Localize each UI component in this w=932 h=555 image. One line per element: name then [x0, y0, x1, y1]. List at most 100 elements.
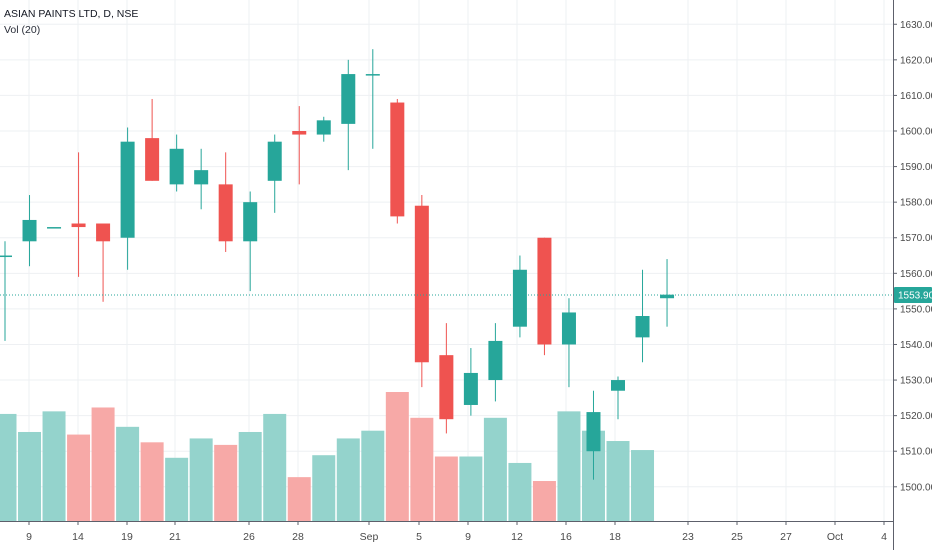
candle-up — [561, 298, 576, 388]
volume-bar — [91, 407, 115, 521]
volume-bar — [189, 438, 213, 521]
y-tick-label: 1600.00 — [900, 127, 932, 138]
y-tick-label: 1510.00 — [900, 447, 932, 458]
symbol-title: ASIAN PAINTS LTD, D, NSE — [4, 8, 139, 20]
candle-up — [120, 127, 135, 270]
candle-up — [488, 323, 503, 402]
y-tick-label: 1540.00 — [900, 340, 932, 351]
candle-up — [243, 191, 258, 292]
y-tick-label: 1620.00 — [900, 55, 932, 66]
x-tick-label: 19 — [121, 531, 133, 543]
x-tick-label: 16 — [560, 531, 572, 543]
y-tick-label: 1580.00 — [900, 198, 932, 209]
volume-bar — [557, 411, 581, 521]
x-tick-label: 14 — [72, 531, 84, 543]
x-tick-label: 26 — [243, 531, 255, 543]
candle-body — [365, 74, 380, 76]
volume-bar — [410, 417, 434, 521]
candle-body — [267, 141, 282, 181]
candle-body — [635, 316, 650, 338]
volume-bar — [116, 426, 140, 521]
volume-bar — [385, 392, 409, 521]
candle-up — [194, 148, 209, 210]
y-tick-label: 1590.00 — [900, 162, 932, 173]
y-tick-label: 1550.00 — [900, 304, 932, 315]
volume-bar — [287, 477, 311, 521]
candle-body — [341, 74, 356, 124]
volume-bar — [532, 481, 556, 521]
y-tick-label: 1530.00 — [900, 376, 932, 387]
x-tick-label: Oct — [827, 531, 843, 543]
volume-bar — [140, 442, 164, 521]
candle-up — [47, 227, 62, 229]
candle-down — [439, 323, 454, 434]
volume-indicator-label: Vol (20) — [4, 24, 41, 36]
last-price-label: 1553.90 — [898, 291, 932, 302]
x-tick-label: 21 — [169, 531, 181, 543]
candle-body — [414, 205, 429, 363]
candle-up — [635, 269, 650, 363]
candle-body — [145, 138, 160, 181]
candle-body — [660, 294, 675, 299]
volume-bar — [214, 444, 238, 521]
volume-bar — [42, 411, 66, 521]
candle-body — [586, 412, 601, 452]
volume-bar — [18, 431, 42, 521]
candle-body — [47, 227, 62, 229]
volume-bar — [459, 456, 483, 521]
candle-down — [145, 98, 160, 181]
candle-down — [537, 237, 552, 356]
candle-body — [243, 202, 258, 242]
x-tick-label: 4 — [881, 531, 887, 543]
candle-body — [611, 380, 625, 391]
volume-bar — [434, 456, 458, 521]
volume-bar — [361, 430, 385, 521]
candle-body — [292, 131, 307, 135]
volume-bar — [238, 431, 262, 521]
candle-body — [316, 120, 331, 135]
chart-legend: ASIAN PAINTS LTD, D, NSE Vol (20) — [4, 6, 138, 38]
candle-up — [365, 49, 380, 149]
x-tick-label: 25 — [731, 531, 743, 543]
volume-bar — [336, 438, 360, 521]
candle-body — [537, 237, 552, 345]
candle-up — [586, 390, 601, 480]
candle-body — [120, 141, 135, 238]
last-price-label-bg — [894, 287, 932, 304]
x-tick-label: 27 — [780, 531, 792, 543]
volume-bar — [263, 413, 287, 521]
candle-up — [169, 134, 184, 192]
candle-body — [71, 223, 86, 228]
candle-body — [512, 269, 527, 327]
candle-body — [488, 340, 503, 381]
y-tick-label: 1630.00 — [900, 20, 932, 31]
candle-up — [267, 134, 282, 213]
volume-bar — [508, 462, 532, 521]
candle-down — [390, 98, 405, 224]
candle-body — [194, 170, 209, 185]
candle-up — [22, 195, 37, 267]
candle-down — [292, 106, 307, 185]
candle-body — [390, 102, 405, 217]
y-tick-label: 1570.00 — [900, 233, 932, 244]
candle-body — [169, 148, 184, 185]
volume-bar — [67, 434, 91, 521]
volume-bar — [0, 413, 17, 521]
candle-body — [22, 219, 37, 242]
candle-up — [611, 376, 625, 420]
candle-body — [0, 255, 12, 258]
candle-down — [96, 223, 111, 302]
x-tick-label: 18 — [609, 531, 621, 543]
volume-bar — [312, 455, 336, 521]
candle-up — [660, 259, 675, 327]
candle-down — [218, 152, 233, 252]
y-tick-label: 1520.00 — [900, 411, 932, 422]
y-tick-label: 1610.00 — [900, 91, 932, 102]
x-tick-label: 23 — [682, 531, 694, 543]
x-tick-label: 9 — [465, 531, 471, 543]
candle-up — [463, 348, 478, 416]
candle-body — [96, 223, 111, 242]
volume-bar — [483, 417, 507, 521]
